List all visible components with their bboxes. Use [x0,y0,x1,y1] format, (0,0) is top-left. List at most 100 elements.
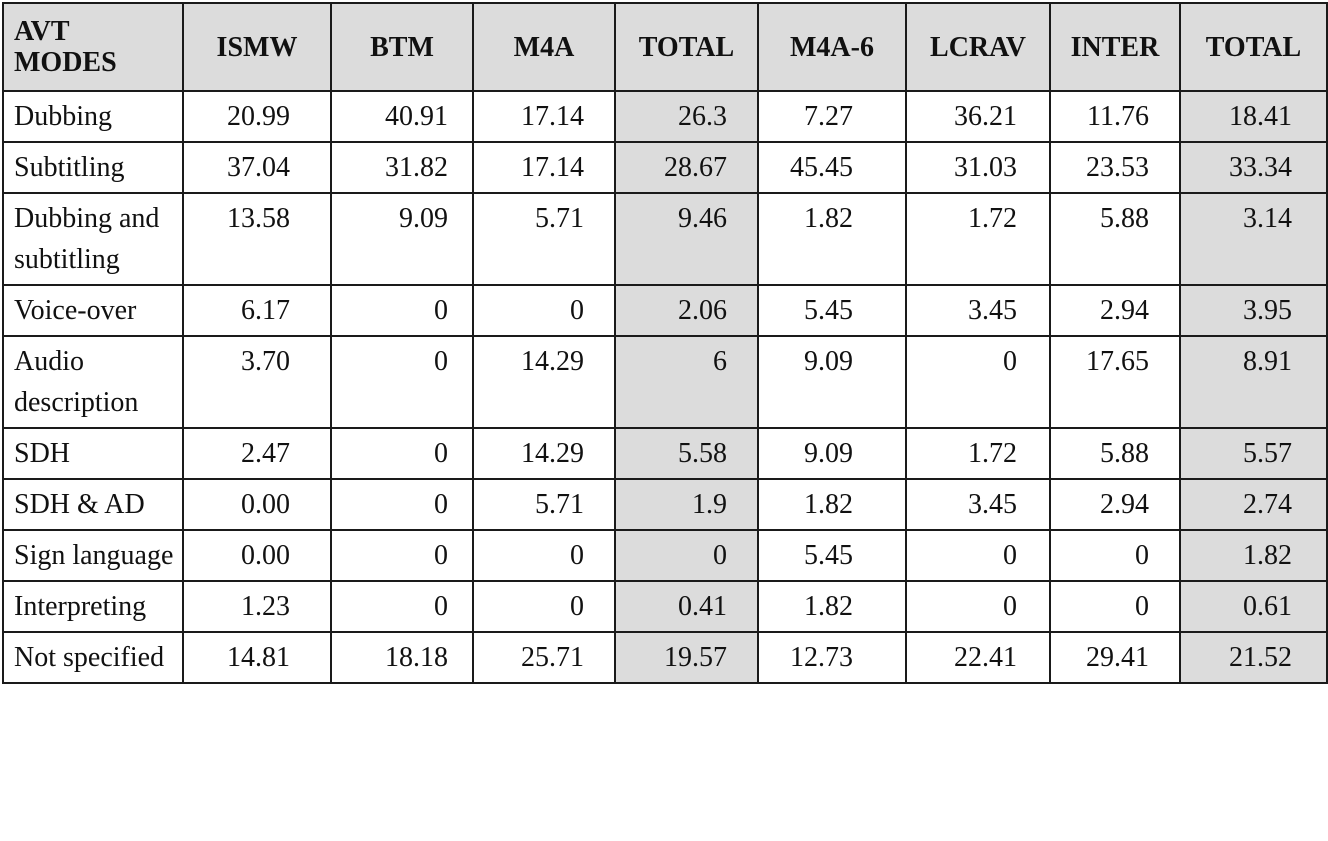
value-cell: 0 [330,529,474,582]
value-cell: 36.21 [905,90,1051,143]
value-cell: 3.45 [905,478,1051,531]
value-cell: 2.94 [1049,478,1181,531]
table-row: SDH 2.47 0 14.29 5.58 9.09 1.72 5.88 5.57 [2,427,1328,480]
value-cell: 14.29 [472,427,616,480]
table-row: SDH & AD 0.00 0 5.71 1.9 1.82 3.45 2.94 2.74 [2,478,1328,531]
header-avt-modes: AVT MODES [2,2,184,92]
value-cell: 0 [472,580,616,633]
value-cell: 7.27 [757,90,907,143]
row-label: Sign language [2,529,184,582]
value-cell: 1.72 [905,427,1051,480]
value-cell: 5.88 [1049,192,1181,286]
total-cell: 9.46 [614,192,759,286]
total-cell: 8.91 [1179,335,1328,429]
row-label: Dubbing [2,90,184,143]
table-row: Audio description 3.70 0 14.29 6 9.09 0 17.65 8.… [2,335,1328,429]
header-avt-modes-line1: AVT [14,16,70,47]
value-cell: 9.09 [757,335,907,429]
value-cell: 9.09 [330,192,474,286]
value-cell: 3.70 [182,335,332,429]
value-cell: 5.71 [472,192,616,286]
column-header: ISMW [182,2,332,92]
value-cell: 45.45 [757,141,907,194]
total-cell: 5.57 [1179,427,1328,480]
value-cell: 5.71 [472,478,616,531]
value-cell: 22.41 [905,631,1051,684]
total-cell: 1.9 [614,478,759,531]
value-cell: 13.58 [182,192,332,286]
value-cell: 5.45 [757,529,907,582]
value-cell: 0 [1049,580,1181,633]
value-cell: 23.53 [1049,141,1181,194]
row-label: SDH & AD [2,478,184,531]
table-row: Sign language 0.00 0 0 0 5.45 0 0 1.82 [2,529,1328,582]
total-cell: 1.82 [1179,529,1328,582]
value-cell: 0 [330,284,474,337]
value-cell: 14.81 [182,631,332,684]
row-label: Audio description [2,335,184,429]
column-header: LCRAV [905,2,1051,92]
total-cell: 2.06 [614,284,759,337]
value-cell: 29.41 [1049,631,1181,684]
value-cell: 31.82 [330,141,474,194]
column-header: INTER [1049,2,1181,92]
total-cell: 3.95 [1179,284,1328,337]
value-cell: 1.82 [757,478,907,531]
value-cell: 17.14 [472,141,616,194]
value-cell: 18.18 [330,631,474,684]
table-row: Interpreting 1.23 0 0 0.41 1.82 0 0 0.61 [2,580,1328,633]
value-cell: 0 [330,478,474,531]
header-avt-modes-line2: MODES [14,47,117,78]
column-header: M4A [472,2,616,92]
column-header: TOTAL [614,2,759,92]
table-row: Subtitling 37.04 31.82 17.14 28.67 45.45 31.03… [2,141,1328,194]
table-row: Dubbing and subtitling 13.58 9.09 5.71 9.46 1… [2,192,1328,286]
value-cell: 12.73 [757,631,907,684]
value-cell: 5.45 [757,284,907,337]
value-cell: 1.82 [757,192,907,286]
row-label: Interpreting [2,580,184,633]
total-cell: 0.41 [614,580,759,633]
total-cell: 0.61 [1179,580,1328,633]
total-cell: 6 [614,335,759,429]
value-cell: 0.00 [182,529,332,582]
row-label: Dubbing and subtitling [2,192,184,286]
total-cell: 26.3 [614,90,759,143]
column-header: M4A-6 [757,2,907,92]
total-cell: 33.34 [1179,141,1328,194]
table-row: Voice-over 6.17 0 0 2.06 5.45 3.45 2.94 3.95 [2,284,1328,337]
value-cell: 9.09 [757,427,907,480]
row-label: Voice-over [2,284,184,337]
value-cell: 17.65 [1049,335,1181,429]
value-cell: 2.94 [1049,284,1181,337]
value-cell: 17.14 [472,90,616,143]
column-header: TOTAL [1179,2,1328,92]
table-row: Not specified 14.81 18.18 25.71 19.57 12.73 22… [2,631,1328,684]
total-cell: 0 [614,529,759,582]
value-cell: 37.04 [182,141,332,194]
avt-modes-table: AVT MODES ISMW BTM M4A TOTAL M4A-6 LCRAV… [2,2,1328,684]
column-header: BTM [330,2,474,92]
total-cell: 18.41 [1179,90,1328,143]
value-cell: 3.45 [905,284,1051,337]
value-cell: 0 [905,335,1051,429]
value-cell: 0 [330,427,474,480]
table-body: Dubbing 20.99 40.91 17.14 26.3 7.27 36.21 11.76… [2,90,1328,684]
table-row: Dubbing 20.99 40.91 17.14 26.3 7.27 36.21 11.76… [2,90,1328,143]
total-cell: 2.74 [1179,478,1328,531]
value-cell: 0 [1049,529,1181,582]
value-cell: 5.88 [1049,427,1181,480]
value-cell: 0 [330,335,474,429]
total-cell: 28.67 [614,141,759,194]
value-cell: 0.00 [182,478,332,531]
value-cell: 25.71 [472,631,616,684]
value-cell: 20.99 [182,90,332,143]
value-cell: 0 [330,580,474,633]
row-label: Not specified [2,631,184,684]
total-cell: 3.14 [1179,192,1328,286]
value-cell: 6.17 [182,284,332,337]
value-cell: 0 [472,284,616,337]
value-cell: 14.29 [472,335,616,429]
value-cell: 40.91 [330,90,474,143]
row-label: Subtitling [2,141,184,194]
